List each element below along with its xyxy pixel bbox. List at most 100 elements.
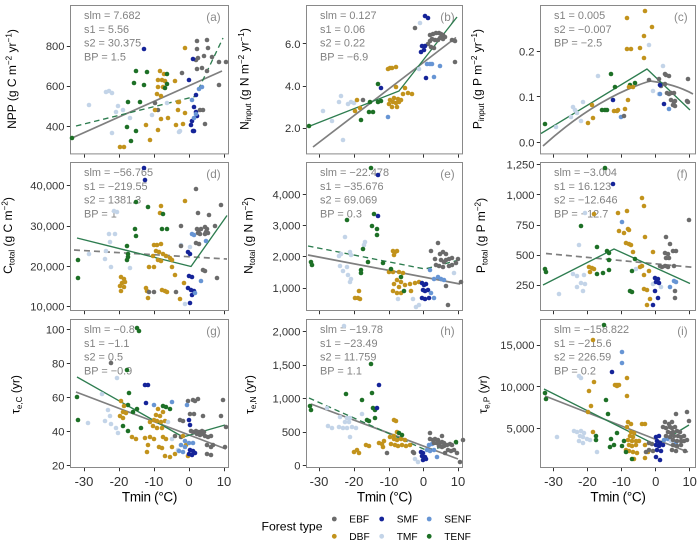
svg-text:10: 10 (451, 474, 465, 489)
svg-text:Tmin (°C): Tmin (°C) (590, 489, 645, 504)
svg-text:Ninput (g N m−2 yr−1): Ninput (g N m−2 yr−1) (237, 28, 253, 130)
svg-text:(b): (b) (440, 11, 454, 24)
svg-text:2.0: 2.0 (285, 123, 301, 135)
svg-text:s2 = 11.759: s2 = 11.759 (320, 352, 376, 364)
svg-text:60: 60 (52, 393, 64, 405)
svg-text:τe,N (yr): τe,N (yr) (243, 375, 259, 414)
svg-text:30,000: 30,000 (30, 221, 64, 233)
svg-text:0.2: 0.2 (519, 46, 535, 58)
svg-text:-30: -30 (310, 474, 329, 489)
svg-text:(e): (e) (440, 168, 454, 181)
svg-text:s2 = 226.59: s2 = 226.59 (554, 352, 611, 364)
svg-text:s2 = −12.646: s2 = −12.646 (554, 195, 618, 207)
svg-text:τe,C (yr): τe,C (yr) (9, 375, 25, 414)
svg-text:BP = −12.7: BP = −12.7 (554, 208, 608, 220)
svg-text:s1 = 0.005: s1 = 0.005 (554, 10, 605, 22)
svg-text:BP = −6.9: BP = −6.9 (320, 51, 368, 63)
svg-text:s1 = −219.55: s1 = −219.55 (84, 181, 148, 193)
svg-text:0: 0 (185, 474, 192, 489)
svg-text:-30: -30 (75, 474, 94, 489)
svg-text:slm = −19.78: slm = −19.78 (320, 324, 383, 336)
svg-text:BP = 1: BP = 1 (84, 208, 117, 220)
svg-text:1,500: 1,500 (273, 360, 301, 372)
svg-text:5,000: 5,000 (507, 423, 535, 435)
svg-text:s2 = 0.22: s2 = 0.22 (320, 38, 365, 50)
svg-text:6.0: 6.0 (285, 39, 301, 51)
svg-text:slm = −3.004: slm = −3.004 (554, 167, 617, 179)
svg-text:-10: -10 (612, 474, 631, 489)
svg-text:Tmin (°C): Tmin (°C) (357, 489, 412, 504)
svg-text:s2 = 30.375: s2 = 30.375 (84, 38, 141, 50)
svg-text:750: 750 (516, 220, 535, 232)
svg-text:BP = 1.5: BP = 1.5 (84, 51, 126, 63)
svg-text:20,000: 20,000 (30, 261, 64, 273)
svg-text:0: 0 (652, 474, 659, 489)
svg-text:s2 = −0.007: s2 = −0.007 (554, 24, 612, 36)
svg-text:500: 500 (282, 427, 301, 439)
svg-text:s1 = −215.6: s1 = −215.6 (554, 338, 612, 350)
svg-text:(f): (f) (677, 168, 688, 181)
svg-text:4.0: 4.0 (285, 81, 301, 93)
svg-text:0.0: 0.0 (519, 137, 535, 149)
svg-text:Pinput (g P m−2 yr−1): Pinput (g P m−2 yr−1) (470, 29, 486, 129)
svg-text:(d): (d) (206, 168, 220, 181)
svg-text:0: 0 (420, 474, 427, 489)
svg-text:-20: -20 (345, 474, 364, 489)
svg-text:-30: -30 (544, 474, 563, 489)
svg-text:(i): (i) (677, 325, 687, 338)
svg-text:s1 = −23.49: s1 = −23.49 (320, 338, 378, 350)
svg-text:s1 = 0.06: s1 = 0.06 (320, 24, 365, 36)
svg-text:400: 400 (46, 122, 65, 134)
svg-text:BP = −2.5: BP = −2.5 (554, 38, 602, 50)
svg-text:s2 = 0.5: s2 = 0.5 (84, 352, 123, 364)
svg-text:800: 800 (46, 41, 65, 53)
svg-text:TENF: TENF (444, 532, 471, 542)
svg-text:BP = −0.9: BP = −0.9 (84, 365, 132, 377)
svg-text:-20: -20 (578, 474, 597, 489)
svg-text:2,000: 2,000 (273, 326, 301, 338)
svg-text:slm = −56.765: slm = −56.765 (84, 167, 153, 179)
svg-text:s2 = 69.069: s2 = 69.069 (320, 195, 377, 207)
svg-text:SENF: SENF (444, 515, 471, 526)
svg-text:(h): (h) (440, 325, 454, 338)
svg-text:slm = −0.8: slm = −0.8 (84, 324, 135, 336)
svg-text:TMF: TMF (397, 532, 418, 542)
svg-text:(g): (g) (206, 325, 220, 338)
svg-text:Tmin (°C): Tmin (°C) (122, 489, 177, 504)
svg-text:s2 = 1381.3: s2 = 1381.3 (84, 195, 141, 207)
svg-text:(c): (c) (674, 11, 688, 24)
svg-text:80: 80 (52, 359, 64, 371)
svg-text:20: 20 (52, 460, 64, 472)
svg-text:600: 600 (46, 81, 65, 93)
svg-text:-10: -10 (145, 474, 164, 489)
svg-text:slm = 7.682: slm = 7.682 (84, 10, 141, 22)
svg-text:40,000: 40,000 (30, 181, 64, 193)
svg-text:slm = −22.478: slm = −22.478 (320, 167, 389, 179)
svg-text:DBF: DBF (349, 532, 369, 542)
svg-text:slm = 0.127: slm = 0.127 (320, 10, 377, 22)
svg-text:Ctotal (g C m−2): Ctotal (g C m−2) (0, 197, 16, 274)
svg-text:1,000: 1,000 (273, 393, 301, 405)
svg-text:10,000: 10,000 (500, 382, 534, 394)
svg-text:BP = 0.3: BP = 0.3 (320, 208, 362, 220)
svg-text:BP = 1.1: BP = 1.1 (320, 365, 362, 377)
svg-text:s1 = 16.123: s1 = 16.123 (554, 181, 611, 193)
svg-text:-10: -10 (380, 474, 399, 489)
svg-text:40: 40 (52, 427, 64, 439)
svg-text:250: 250 (516, 280, 535, 292)
svg-text:-20: -20 (110, 474, 129, 489)
svg-text:slm = −158.822: slm = −158.822 (554, 324, 629, 336)
svg-text:15,000: 15,000 (500, 340, 534, 352)
svg-text:2,000: 2,000 (273, 252, 301, 264)
svg-text:s1 = 5.56: s1 = 5.56 (84, 24, 129, 36)
svg-text:s1 = −1.1: s1 = −1.1 (84, 338, 129, 350)
svg-text:100: 100 (46, 325, 65, 337)
svg-text:NPP (g C m−2 yr−1): NPP (g C m−2 yr−1) (4, 29, 19, 129)
svg-text:1,250: 1,250 (507, 160, 535, 172)
svg-text:10,000: 10,000 (30, 302, 64, 314)
svg-text:(a): (a) (206, 11, 220, 24)
svg-text:500: 500 (516, 250, 535, 262)
svg-text:0.1: 0.1 (519, 92, 535, 104)
svg-text:SMF: SMF (397, 515, 419, 526)
svg-text:10: 10 (217, 474, 231, 489)
